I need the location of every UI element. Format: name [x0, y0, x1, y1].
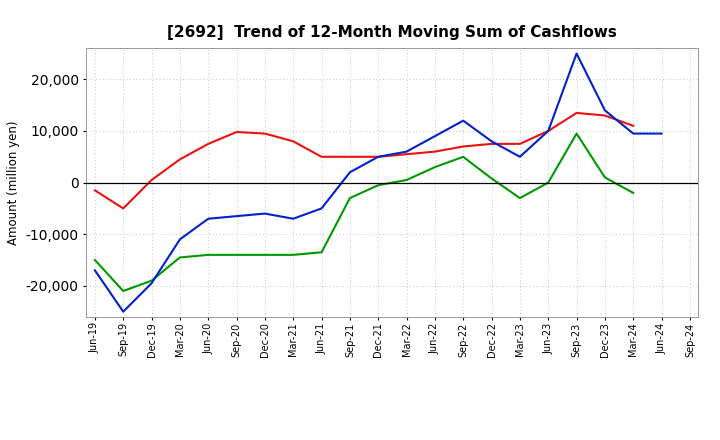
Free Cashflow — [516, 154, 524, 159]
Operating Cashflow — [148, 177, 156, 183]
Operating Cashflow — [402, 151, 411, 157]
Investing Cashflow — [119, 288, 127, 293]
Free Cashflow — [233, 213, 241, 219]
Free Cashflow — [572, 51, 581, 56]
Operating Cashflow — [600, 113, 609, 118]
Operating Cashflow — [318, 154, 326, 159]
Legend: Operating Cashflow, Investing Cashflow, Free Cashflow: Operating Cashflow, Investing Cashflow, … — [171, 436, 614, 440]
Free Cashflow — [629, 131, 637, 136]
Investing Cashflow — [516, 195, 524, 201]
Operating Cashflow — [544, 128, 552, 134]
Title: [2692]  Trend of 12-Month Moving Sum of Cashflows: [2692] Trend of 12-Month Moving Sum of C… — [168, 25, 617, 40]
Investing Cashflow — [431, 165, 439, 170]
Operating Cashflow — [516, 141, 524, 147]
Investing Cashflow — [459, 154, 467, 159]
Line: Free Cashflow: Free Cashflow — [95, 54, 662, 312]
Free Cashflow — [176, 237, 184, 242]
Free Cashflow — [289, 216, 297, 221]
Investing Cashflow — [346, 195, 354, 201]
Investing Cashflow — [233, 252, 241, 257]
Free Cashflow — [91, 268, 99, 273]
Operating Cashflow — [119, 206, 127, 211]
Operating Cashflow — [204, 141, 212, 147]
Investing Cashflow — [261, 252, 269, 257]
Free Cashflow — [119, 309, 127, 314]
Operating Cashflow — [176, 157, 184, 162]
Free Cashflow — [148, 281, 156, 286]
Operating Cashflow — [374, 154, 382, 159]
Free Cashflow — [261, 211, 269, 216]
Operating Cashflow — [346, 154, 354, 159]
Investing Cashflow — [402, 177, 411, 183]
Free Cashflow — [402, 149, 411, 154]
Operating Cashflow — [91, 188, 99, 193]
Investing Cashflow — [91, 257, 99, 263]
Operating Cashflow — [233, 129, 241, 135]
Investing Cashflow — [148, 278, 156, 283]
Free Cashflow — [431, 133, 439, 139]
Free Cashflow — [204, 216, 212, 221]
Operating Cashflow — [459, 144, 467, 149]
Free Cashflow — [374, 154, 382, 159]
Free Cashflow — [544, 128, 552, 134]
Operating Cashflow — [629, 123, 637, 128]
Free Cashflow — [600, 108, 609, 113]
Investing Cashflow — [318, 249, 326, 255]
Free Cashflow — [459, 118, 467, 123]
Operating Cashflow — [572, 110, 581, 116]
Free Cashflow — [346, 170, 354, 175]
Operating Cashflow — [261, 131, 269, 136]
Investing Cashflow — [629, 190, 637, 195]
Operating Cashflow — [289, 139, 297, 144]
Investing Cashflow — [204, 252, 212, 257]
Operating Cashflow — [431, 149, 439, 154]
Investing Cashflow — [374, 183, 382, 188]
Investing Cashflow — [544, 180, 552, 185]
Line: Investing Cashflow: Investing Cashflow — [95, 134, 633, 291]
Free Cashflow — [657, 131, 666, 136]
Free Cashflow — [487, 139, 496, 144]
Free Cashflow — [318, 206, 326, 211]
Line: Operating Cashflow: Operating Cashflow — [95, 113, 633, 209]
Operating Cashflow — [487, 141, 496, 147]
Investing Cashflow — [600, 175, 609, 180]
Investing Cashflow — [487, 176, 496, 181]
Investing Cashflow — [289, 252, 297, 257]
Investing Cashflow — [572, 131, 581, 136]
Y-axis label: Amount (million yen): Amount (million yen) — [7, 121, 20, 245]
Investing Cashflow — [176, 255, 184, 260]
